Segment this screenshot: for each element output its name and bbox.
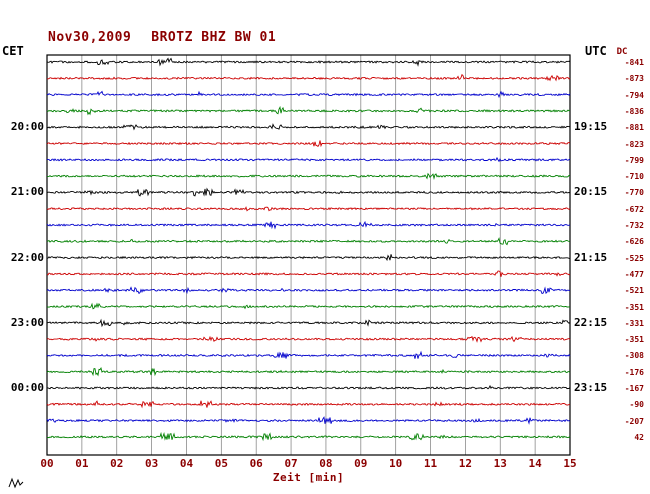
seismo-trace <box>46 367 571 377</box>
seismo-trace <box>46 384 571 390</box>
seismo-trace <box>46 254 571 262</box>
seismo-trace <box>46 57 571 67</box>
station-label: BROTZ BHZ BW 01 <box>151 30 277 45</box>
timezone-right-label: UTC <box>585 44 607 58</box>
plot-frame <box>46 54 571 456</box>
seismo-trace <box>46 431 571 442</box>
waveform-mark-icon <box>8 477 24 489</box>
seismo-trace <box>47 105 571 116</box>
seismo-trace <box>46 156 571 163</box>
seismo-trace <box>46 302 571 310</box>
seismo-trace <box>46 140 571 148</box>
seismo-trace <box>46 286 571 295</box>
seismo-trace <box>46 270 571 277</box>
seismo-trace <box>46 335 571 343</box>
seismo-trace <box>46 187 571 197</box>
timezone-left-label: CET <box>2 44 24 58</box>
seismo-trace <box>46 237 571 246</box>
seismo-trace <box>46 90 571 99</box>
seismo-trace <box>46 350 571 359</box>
seismo-trace <box>46 416 571 425</box>
seismo-trace <box>46 206 571 212</box>
date-label: Nov30,2009 <box>48 30 132 45</box>
dc-column-header: DC <box>616 47 628 57</box>
x-axis-label: Zeit [min] <box>272 471 345 484</box>
seismo-trace <box>46 318 571 328</box>
page-title: Nov30,2009 BROTZ BHZ BW 01 <box>48 30 276 45</box>
seismo-trace <box>46 400 571 409</box>
seismo-trace <box>46 73 571 82</box>
seismo-trace <box>46 220 571 230</box>
seismo-trace <box>46 123 571 131</box>
seismo-trace <box>46 172 570 180</box>
